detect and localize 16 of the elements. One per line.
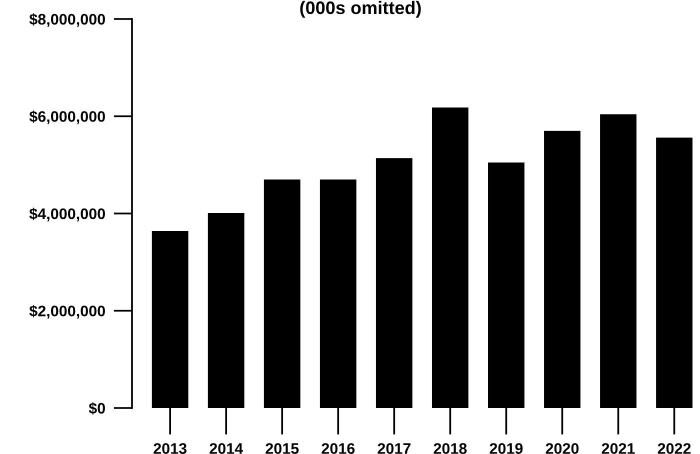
- x-tick-label: 2018: [434, 443, 467, 454]
- x-tick-label: 2016: [322, 443, 355, 454]
- chart-title: (000s omitted): [300, 0, 421, 18]
- x-tick-label: 2022: [658, 443, 691, 454]
- x-tick-label: 2015: [266, 443, 299, 454]
- x-tick-label: 2021: [602, 443, 635, 454]
- x-tick-label: 2020: [546, 443, 579, 454]
- x-tick-label: 2017: [378, 443, 410, 454]
- y-tick-label: $4,000,000: [29, 208, 105, 222]
- y-tick-label: $2,000,000: [29, 304, 105, 319]
- y-tick-label: $8,000,000: [29, 13, 105, 27]
- x-tick-label: 2019: [490, 443, 523, 454]
- y-tick-label: $6,000,000: [29, 110, 105, 124]
- x-tick-label: 2013: [154, 443, 187, 454]
- x-tick-label: 2014: [210, 443, 244, 454]
- y-tick-label: $0: [88, 402, 105, 415]
